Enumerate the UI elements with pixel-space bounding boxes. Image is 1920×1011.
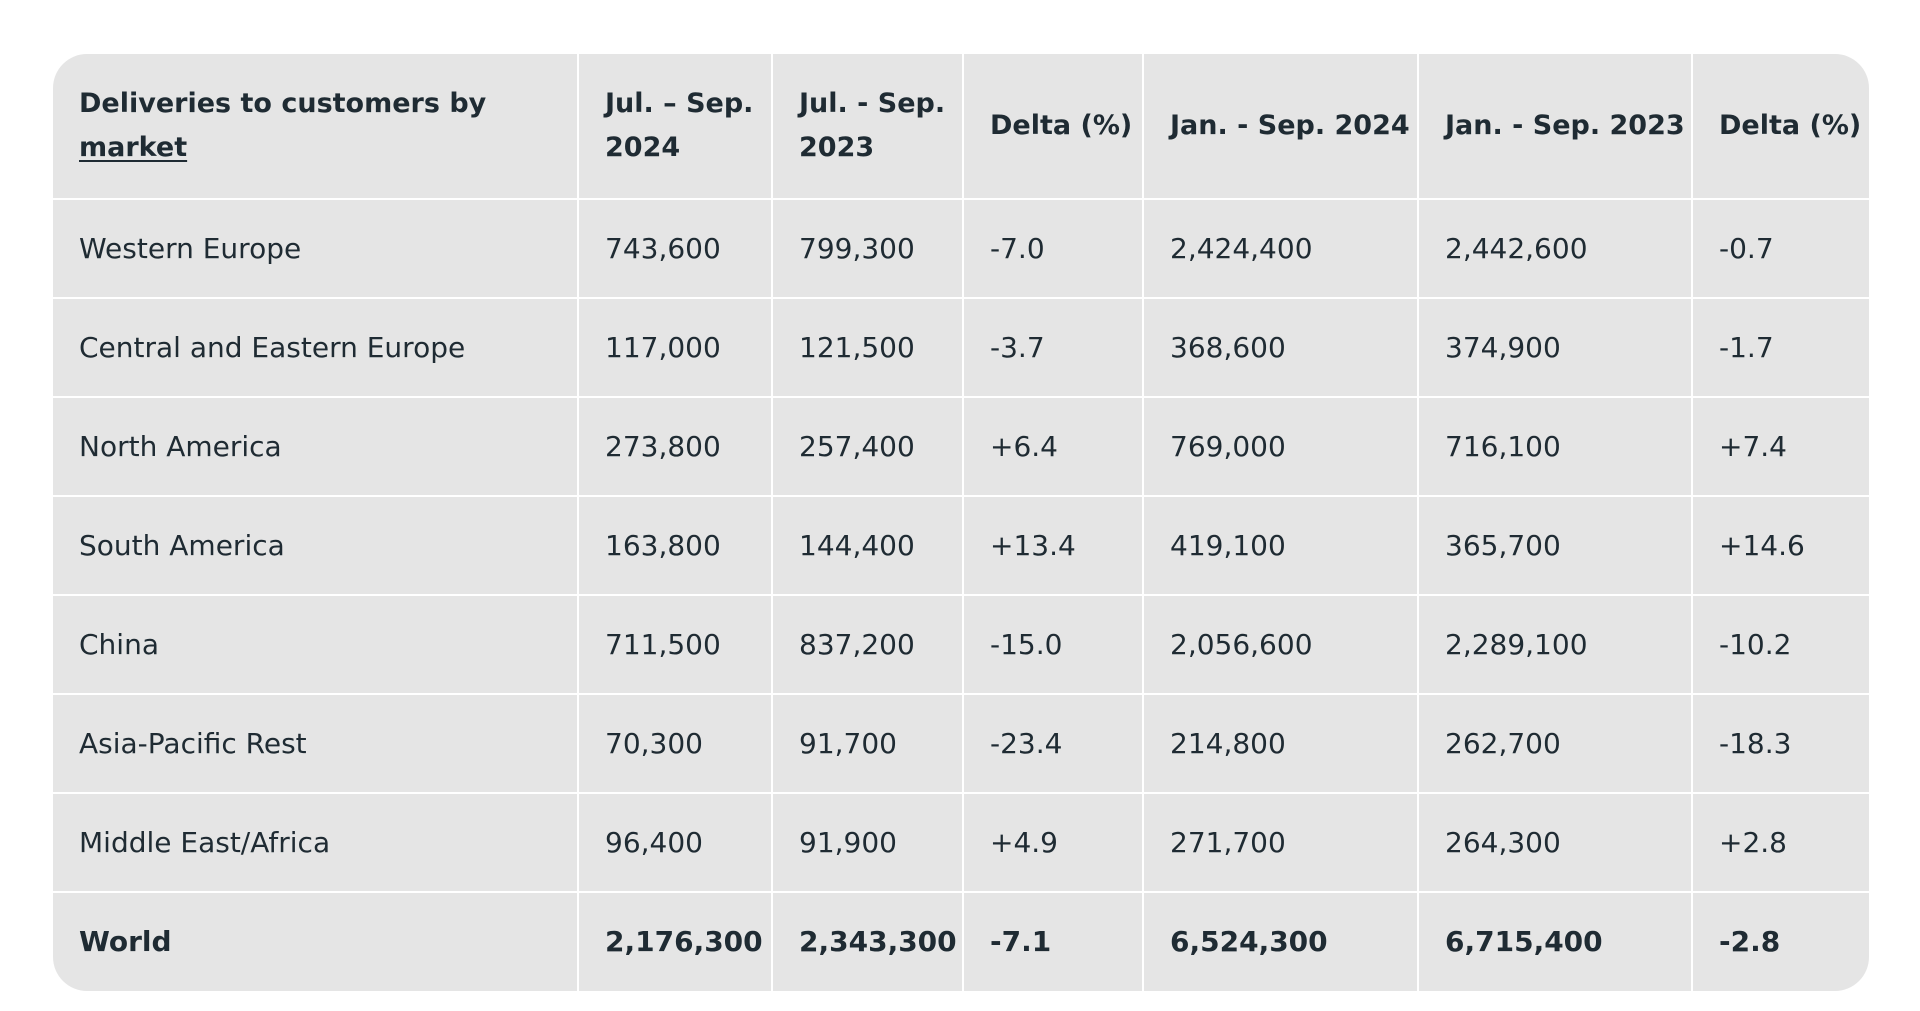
header-market: Deliveries to customers by market (53, 54, 578, 200)
value-cell: 121,500 (771, 298, 963, 398)
market-link[interactable]: market (79, 132, 188, 163)
delta-cell: +6.4 (962, 397, 1143, 497)
delta-cell: -10.2 (1691, 595, 1869, 695)
total-market-cell: World (79, 925, 172, 958)
value-cell: 743,600 (577, 199, 772, 299)
value-cell: 2,289,100 (1417, 595, 1692, 695)
delta-cell: +13.4 (962, 496, 1143, 596)
deliveries-table: Deliveries to customers by market Jul. –… (53, 54, 1869, 991)
table-row: China 711,500 837,200 -15.0 2,056,600 2,… (53, 595, 1869, 695)
value-cell: 799,300 (771, 199, 963, 299)
market-cell: Asia-Pacific Rest (53, 694, 578, 794)
market-cell: Middle East/Africa (53, 793, 578, 893)
header-delta-quarter: Delta (%) (962, 54, 1143, 200)
delta-cell: +14.6 (1691, 496, 1869, 596)
value-cell: 163,800 (577, 496, 772, 596)
value-cell: 264,300 (1417, 793, 1692, 893)
value-cell: 2,442,600 (1417, 199, 1692, 299)
value-cell: 91,700 (771, 694, 963, 794)
value-cell: 91,900 (771, 793, 963, 893)
value-cell: 2,424,400 (1142, 199, 1418, 299)
value-cell: 2,056,600 (1142, 595, 1418, 695)
table-row: Central and Eastern Europe 117,000 121,5… (53, 298, 1869, 398)
table-row: North America 273,800 257,400 +6.4 769,0… (53, 397, 1869, 497)
value-cell: 273,800 (577, 397, 772, 497)
value-cell: 365,700 (1417, 496, 1692, 596)
value-cell: 769,000 (1142, 397, 1418, 497)
market-cell: Central and Eastern Europe (53, 298, 578, 398)
header-q3-2024: Jul. – Sep. 2024 (577, 54, 772, 200)
delta-cell: -0.7 (1691, 199, 1869, 299)
value-cell: 214,800 (1142, 694, 1418, 794)
total-value-cell: 2,176,300 (577, 892, 772, 991)
header-q3-2023: Jul. - Sep. 2023 (771, 54, 963, 200)
table-header-row: Deliveries to customers by market Jul. –… (53, 54, 1869, 200)
delta-cell: +7.4 (1691, 397, 1869, 497)
delta-cell: -3.7 (962, 298, 1143, 398)
market-cell: Western Europe (53, 199, 578, 299)
delta-cell: -23.4 (962, 694, 1143, 794)
header-market-prefix: Deliveries to customers by (79, 88, 487, 119)
header-ytd-2024: Jan. - Sep. 2024 (1142, 54, 1418, 200)
value-cell: 117,000 (577, 298, 772, 398)
table-row: South America 163,800 144,400 +13.4 419,… (53, 496, 1869, 596)
value-cell: 96,400 (577, 793, 772, 893)
table-row: Western Europe 743,600 799,300 -7.0 2,42… (53, 199, 1869, 299)
total-value-cell: 6,715,400 (1417, 892, 1692, 991)
value-cell: 419,100 (1142, 496, 1418, 596)
value-cell: 70,300 (577, 694, 772, 794)
delta-cell: -7.0 (962, 199, 1143, 299)
value-cell: 262,700 (1417, 694, 1692, 794)
market-cell: South America (53, 496, 578, 596)
delta-cell: -1.7 (1691, 298, 1869, 398)
total-value-cell: 6,524,300 (1142, 892, 1418, 991)
value-cell: 837,200 (771, 595, 963, 695)
market-cell: North America (53, 397, 578, 497)
header-delta-ytd: Delta (%) (1691, 54, 1869, 200)
value-cell: 257,400 (771, 397, 963, 497)
delta-cell: +4.9 (962, 793, 1143, 893)
deliveries-table-card: Deliveries to customers by market Jul. –… (53, 54, 1869, 991)
total-delta-cell: -7.1 (962, 892, 1143, 991)
total-value-cell: 2,343,300 (771, 892, 963, 991)
value-cell: 368,600 (1142, 298, 1418, 398)
header-ytd-2023: Jan. - Sep. 2023 (1417, 54, 1692, 200)
value-cell: 711,500 (577, 595, 772, 695)
table-row: Asia-Pacific Rest 70,300 91,700 -23.4 21… (53, 694, 1869, 794)
value-cell: 374,900 (1417, 298, 1692, 398)
total-row: World 2,176,300 2,343,300 -7.1 6,524,300… (53, 892, 1869, 991)
delta-cell: -15.0 (962, 595, 1143, 695)
value-cell: 271,700 (1142, 793, 1418, 893)
table-row: Middle East/Africa 96,400 91,900 +4.9 27… (53, 793, 1869, 893)
value-cell: 144,400 (771, 496, 963, 596)
market-cell: China (53, 595, 578, 695)
delta-cell: -18.3 (1691, 694, 1869, 794)
total-delta-cell: -2.8 (1691, 892, 1869, 991)
delta-cell: +2.8 (1691, 793, 1869, 893)
value-cell: 716,100 (1417, 397, 1692, 497)
